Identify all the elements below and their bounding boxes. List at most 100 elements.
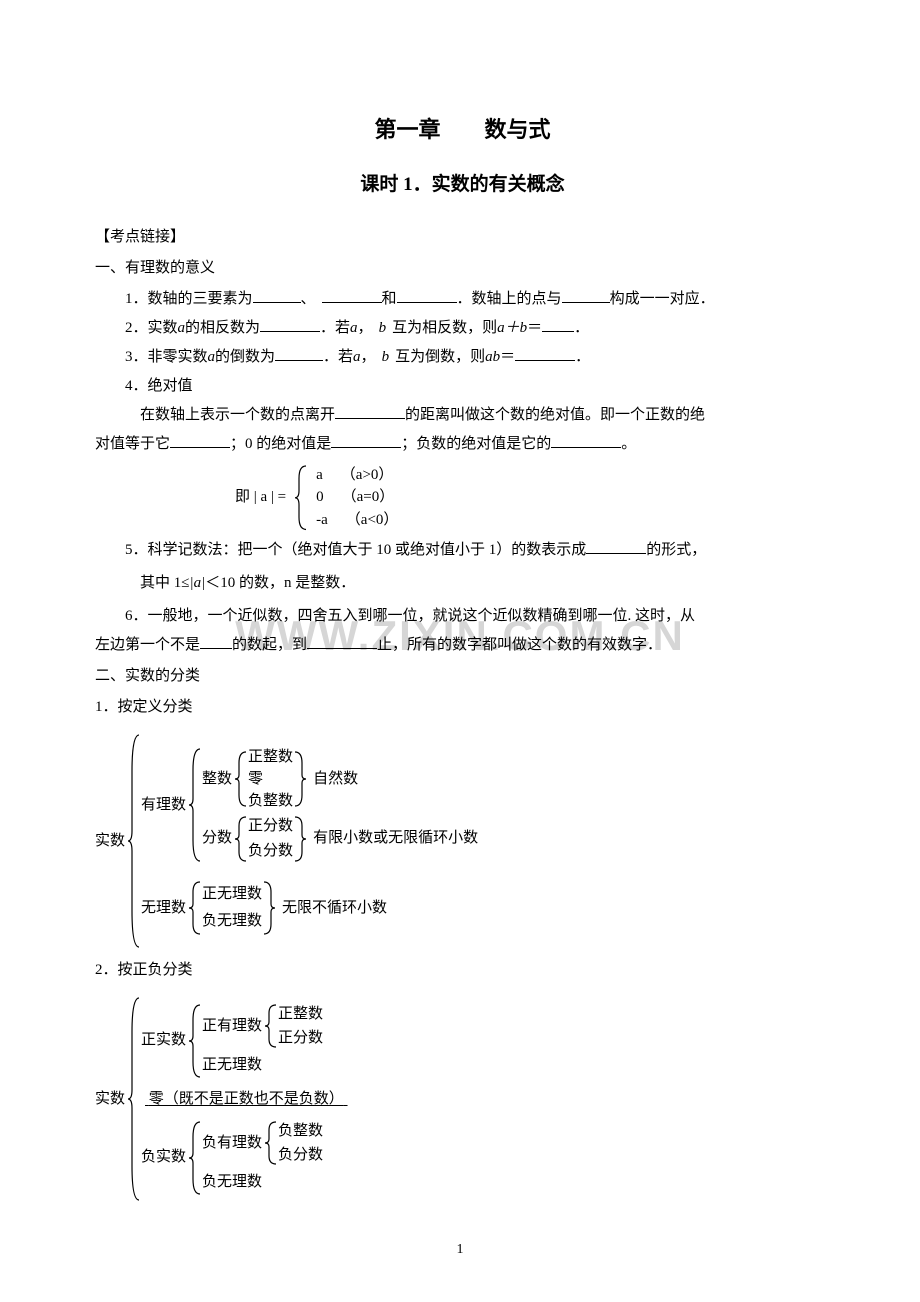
text: ；负数的绝对值是它的: [401, 436, 551, 452]
blank: [542, 316, 574, 332]
tree-node: 正实数: [141, 1027, 188, 1054]
text: ；0 的绝对值是: [230, 436, 331, 452]
blank: [260, 316, 320, 332]
case-r: （a=0）: [342, 486, 395, 509]
right-brace-icon: [262, 879, 276, 937]
text: 在数轴上表示一个数的点离开: [140, 407, 335, 423]
classification-tree-1: 实数 有理数 整数: [95, 731, 830, 951]
blank: [275, 345, 323, 361]
text: ，: [361, 349, 376, 365]
blank: [515, 345, 575, 361]
text: 的距离叫做这个数的绝对值。即一个正数的绝: [405, 407, 705, 423]
left-brace-icon: [264, 1002, 278, 1050]
plus: ＋: [505, 320, 520, 336]
text: 的倒数为: [215, 349, 275, 365]
abs-para-2: 对值等于它 ；0 的绝对值是 ；负数的绝对值是它的 。: [95, 431, 830, 458]
abs-lhs: 即 | a | =: [235, 484, 286, 511]
text: ＜10 的数，n 是整数．: [205, 575, 355, 591]
tree-leaf: 正分数: [278, 1027, 323, 1050]
item-5b: 其中 1≤|a|＜10 的数，n 是整数．: [95, 570, 830, 597]
left-brace-icon: [127, 994, 141, 1204]
text: ．若: [320, 320, 350, 336]
tree-leaf: 负整数: [248, 791, 293, 811]
left-brace-icon: [294, 464, 308, 532]
tree-leaf: 负整数: [278, 1120, 323, 1143]
text: 构成一一对应．: [610, 291, 715, 307]
item-3: 3．非零实数a的倒数为．若a，b互为倒数，则ab＝．: [95, 344, 830, 371]
tree-leaf: 负无理数: [202, 1169, 323, 1196]
blank: [562, 287, 610, 303]
var-ab: ab: [485, 349, 500, 365]
text: 2．实数: [125, 320, 178, 336]
right-brace-icon: [293, 749, 307, 809]
tree-leaf: 负分数: [248, 840, 293, 863]
tree-node: 整数: [202, 766, 234, 793]
case-r: （a>0）: [341, 464, 394, 487]
left-brace-icon: [188, 1119, 202, 1197]
blank: [322, 287, 382, 303]
text: 6．一般地，一个近似数，四舍五入到哪一位，就说这个近似数精确到哪一位. 这时，从: [125, 608, 695, 624]
text: 的相反数为: [185, 320, 260, 336]
tree-node: 负实数: [141, 1144, 188, 1171]
tree-leaf: 零: [248, 769, 293, 789]
tree-zero-note: 零（既不是正数也不是负数）: [141, 1086, 352, 1113]
var-b: b: [382, 349, 390, 365]
text: 、: [301, 291, 316, 307]
blank: [307, 633, 377, 649]
right-brace-icon: [293, 814, 307, 864]
left-brace-icon: [188, 879, 202, 937]
text: 和: [382, 291, 397, 307]
case-r: （a<0）: [346, 509, 399, 532]
item-6b: 左边第一个不是的数起，到止，所有的数字都叫做这个数的有效数字．: [95, 632, 830, 659]
var-a: a: [353, 349, 361, 365]
case-l: a: [316, 464, 323, 487]
tree-root: 实数: [95, 1086, 127, 1113]
chapter-title: 第一章 数与式: [95, 110, 830, 150]
abs-piecewise: 即 | a | = a（a>0） 0（a=0） -a（a<0）: [235, 464, 830, 532]
item-2: 2．实数a的相反数为．若a，b互为相反数，则a＋b＝．: [95, 315, 830, 342]
text: ＝: [500, 349, 515, 365]
text: 1．数轴的三要素为: [125, 291, 253, 307]
lesson-title: 课时 1．实数的有关概念: [95, 168, 830, 202]
item-6: 6．一般地，一个近似数，四舍五入到哪一位，就说这个近似数精确到哪一位. 这时，从: [95, 603, 830, 630]
var-a: a: [350, 320, 358, 336]
var-a: a: [178, 320, 186, 336]
text: ．: [574, 320, 589, 336]
text: ．若: [323, 349, 353, 365]
blank: [397, 287, 457, 303]
text: 3．非零实数: [125, 349, 208, 365]
tree-node: 正有理数: [202, 1013, 264, 1040]
var-a: a: [208, 349, 216, 365]
text: ．: [575, 349, 590, 365]
tree-root: 实数: [95, 828, 127, 855]
blank: [331, 432, 401, 448]
section-a: 一、有理数的意义: [95, 255, 830, 282]
text: 止，所有的数字都叫做这个数的有效数字．: [377, 637, 662, 653]
left-brace-icon: [188, 1002, 202, 1080]
blank: [586, 538, 646, 554]
var-a: a: [497, 320, 505, 336]
text: ，: [358, 320, 373, 336]
abs-para: 在数轴上表示一个数的点离开 的距离叫做这个数的绝对值。即一个正数的绝: [95, 402, 830, 429]
left-brace-icon: [127, 731, 141, 951]
heading-link: 【考点链接】: [95, 224, 830, 251]
page-number: 1: [0, 1237, 920, 1262]
text: 对值等于它: [95, 436, 170, 452]
text: 互为相反数，则: [392, 320, 497, 336]
text: 互为倒数，则: [395, 349, 485, 365]
section-b: 二、实数的分类: [95, 663, 830, 690]
text: ＝: [527, 320, 542, 336]
tree-leaf: 负分数: [278, 1144, 323, 1167]
blank: [551, 432, 621, 448]
text: 左边第一个不是: [95, 637, 200, 653]
tree-leaf: 正整数: [248, 747, 293, 767]
abs-a: |a|: [189, 575, 205, 591]
item-1: 1．数轴的三要素为、和．数轴上的点与构成一一对应．: [95, 286, 830, 313]
text: 的形式，: [646, 542, 706, 558]
text: 。: [621, 436, 636, 452]
tree-leaf: 正无理数: [202, 1052, 323, 1079]
text: 5．科学记数法：把一个（绝对值大于 10 或绝对值小于 1）的数表示成: [125, 542, 586, 558]
tree-node: 分数: [202, 825, 234, 852]
item-5: 5．科学记数法：把一个（绝对值大于 10 或绝对值小于 1）的数表示成 的形式，: [95, 537, 830, 564]
var-b: b: [379, 320, 387, 336]
